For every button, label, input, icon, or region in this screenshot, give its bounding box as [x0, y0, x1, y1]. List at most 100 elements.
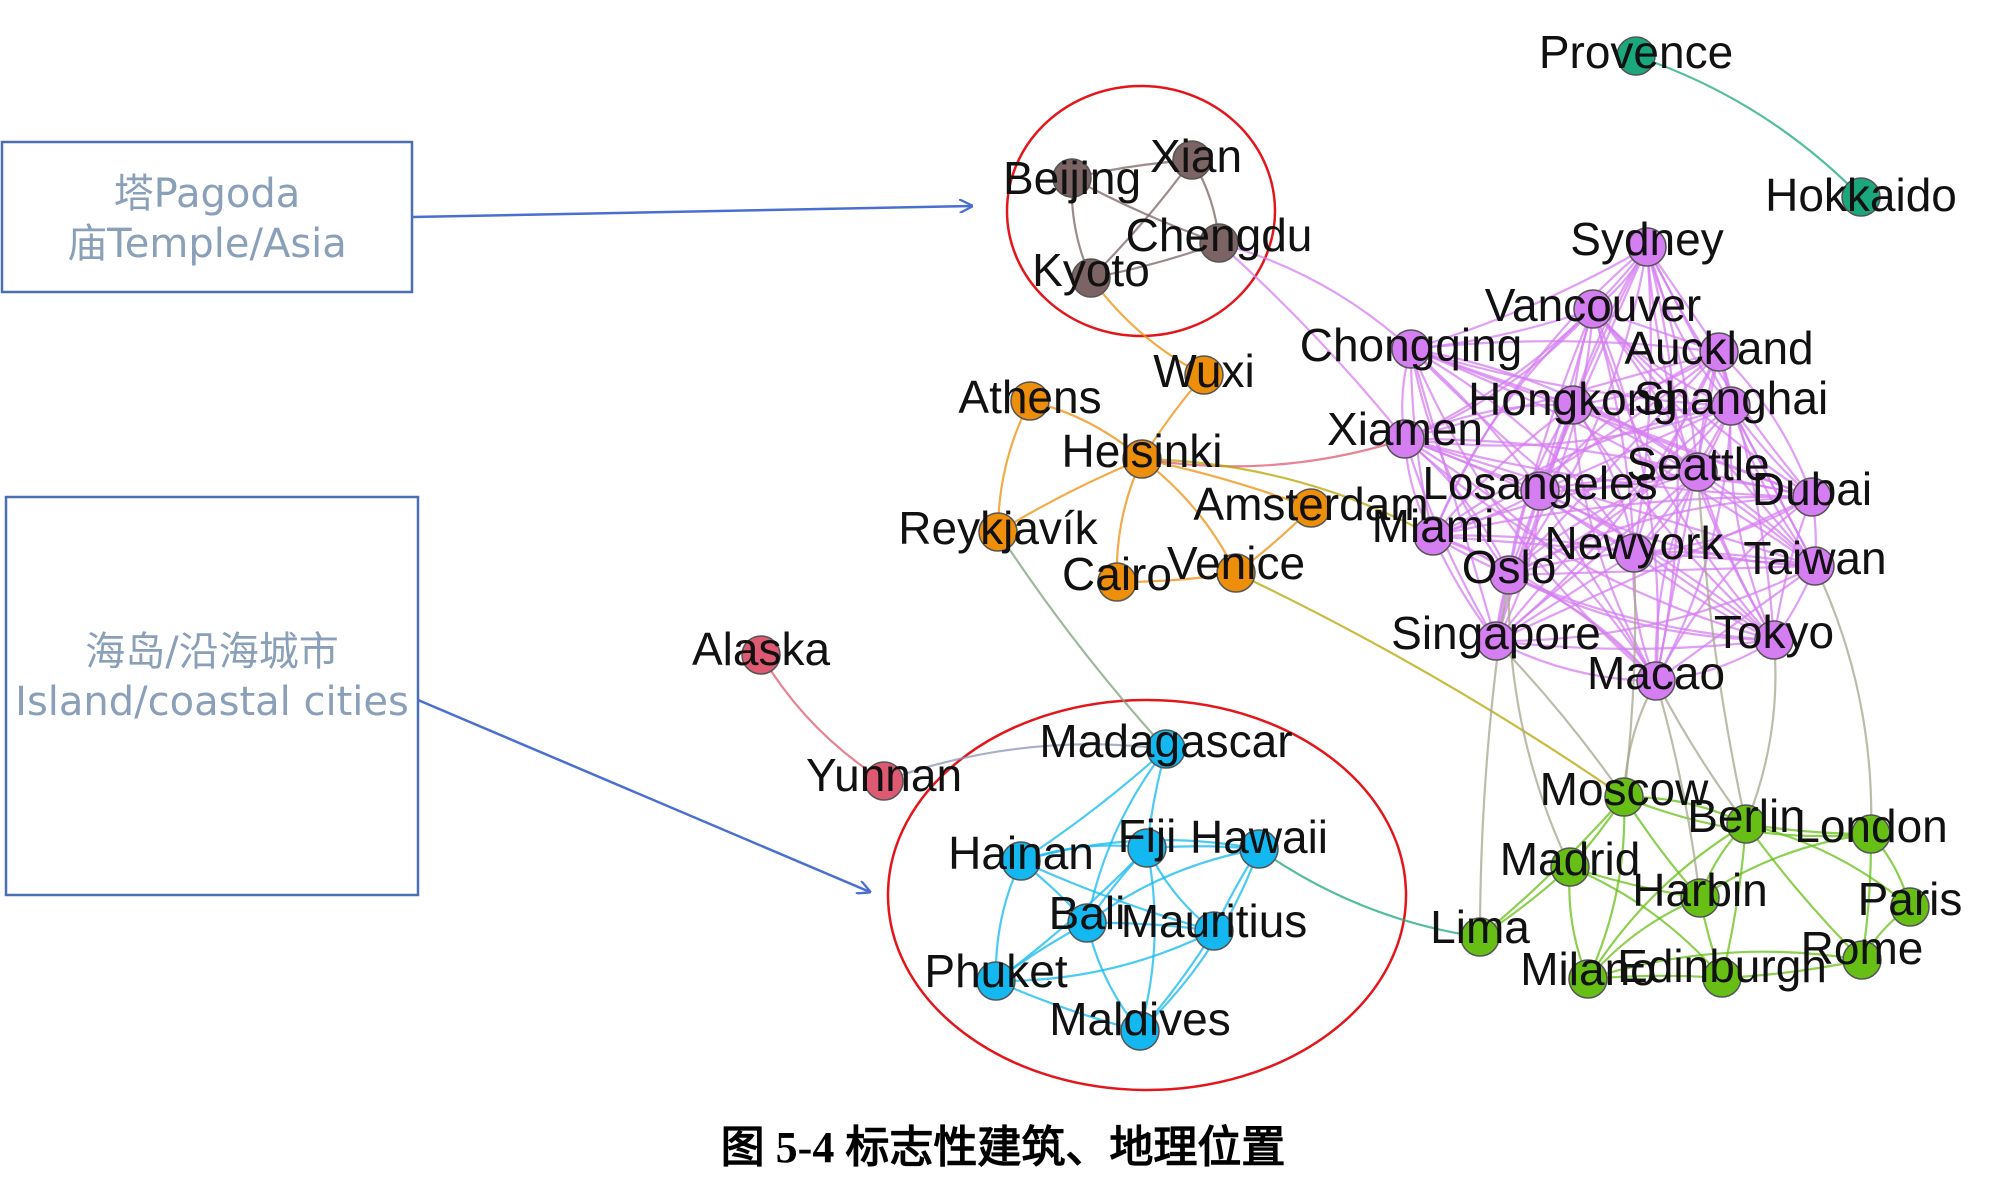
label-xian: Xian	[1150, 130, 1242, 182]
label-miami: Miami	[1372, 500, 1495, 552]
edge-shanghai-losangeles	[1539, 404, 1732, 493]
label-athens: Athens	[958, 371, 1101, 423]
edge-shanghai-xiamen	[1404, 404, 1732, 447]
label-berlin: Berlin	[1687, 790, 1805, 842]
node-venice	[1216, 553, 1256, 593]
edge-harbin-london	[1699, 832, 1872, 899]
label-maldives: Maldives	[1049, 993, 1231, 1045]
edge-macao-berlin	[1655, 680, 1747, 825]
node-mauritius	[1194, 911, 1234, 951]
node-vancouver	[1573, 289, 1613, 329]
node-beijing	[1052, 158, 1092, 198]
nodes	[741, 36, 1930, 1051]
edge-hongkong-singapore	[1494, 404, 1575, 642]
callout-island-box	[4, 495, 420, 897]
edge-provence-hokkaido	[1635, 54, 1862, 198]
callout-island-line2: Island/coastal cities	[15, 679, 409, 725]
node-xian	[1172, 140, 1212, 180]
label-seattle: Seattle	[1626, 438, 1769, 490]
edge-dubai-macao	[1655, 496, 1813, 682]
label-cairo: Cairo	[1062, 548, 1172, 600]
node-chongqing	[1391, 329, 1431, 369]
edge-auckland-miami	[1432, 351, 1720, 537]
node-madagascar	[1146, 729, 1186, 769]
edge-hongkong-xiamen	[1404, 403, 1574, 440]
node-sydney	[1627, 227, 1667, 267]
edge-chengdu-xiamen	[1218, 242, 1406, 440]
edge-auckland-macao	[1654, 351, 1721, 682]
edge-xiamen-tokyo	[1404, 438, 1775, 642]
edge-sydney-chongqing	[1410, 246, 1648, 351]
edge-sydney-oslo	[1508, 246, 1649, 576]
edge-miami-tokyo	[1432, 535, 1775, 642]
edge-chongqing-singapore	[1409, 348, 1498, 642]
label-auckland: Auckland	[1624, 322, 1813, 374]
edge-shanghai-taiwan	[1730, 405, 1816, 567]
edge-milano-rome	[1587, 950, 1863, 981]
edge-hawaii-bali	[1086, 847, 1260, 924]
edge-shanghai-singapore	[1495, 405, 1732, 642]
edge-berlin-milano	[1587, 823, 1747, 980]
node-edinburgh	[1702, 958, 1742, 998]
node-milano	[1568, 959, 1608, 999]
edge-mauritius-phuket	[995, 930, 1215, 983]
edge-berlin-rome	[1745, 823, 1863, 961]
label-hawaii: Hawaii	[1190, 811, 1328, 863]
edge-chongqing-macao	[1409, 348, 1657, 682]
label-sydney: Sydney	[1570, 213, 1723, 265]
edge-auckland-taiwan	[1717, 351, 1816, 567]
edge-miami-newyork	[1432, 534, 1635, 555]
label-helsinki: Helsinki	[1061, 425, 1222, 477]
edge-venice-moscow	[1235, 572, 1625, 798]
node-hawaii	[1239, 829, 1279, 869]
node-fiji	[1127, 828, 1167, 868]
node-miami	[1413, 516, 1453, 556]
label-madagascar: Madagascar	[1039, 715, 1292, 767]
edge-macao-harbin	[1654, 680, 1702, 899]
edge-vancouver-tokyo	[1591, 308, 1775, 641]
label-fiji: Fiji	[1118, 810, 1177, 862]
node-rome	[1842, 940, 1882, 980]
edge-helsinki-miami	[1141, 457, 1434, 537]
label-paris: Paris	[1858, 873, 1963, 925]
edge-shanghai-miami	[1432, 404, 1732, 537]
edge-chengdu-chongqing	[1218, 241, 1412, 350]
ellipse-islands	[886, 698, 1408, 1092]
callout-pagoda-box	[0, 140, 414, 294]
label-vancouver: Vancouver	[1485, 279, 1702, 331]
node-taiwan	[1795, 546, 1835, 586]
node-kyoto	[1071, 258, 1111, 298]
edge-xiamen-seattle	[1404, 437, 1699, 474]
label-kyoto: Kyoto	[1032, 244, 1150, 296]
edge-dubai-oslo	[1508, 495, 1813, 576]
label-newyork: Newyork	[1545, 517, 1725, 569]
purple-cluster-mesh	[1401, 246, 1817, 683]
node-lima	[1460, 917, 1500, 957]
node-yunnan	[864, 761, 904, 801]
node-seattle	[1678, 452, 1718, 492]
label-hokkaido: Hokkaido	[1765, 169, 1957, 221]
edge-losangeles-dubai	[1539, 476, 1813, 499]
edge-yunnan-madagascar	[883, 743, 1167, 783]
node-labels: Provence Hokkaido Beijing Xian ChengduKyotoW…	[692, 26, 1962, 1045]
label-wuxi: Wuxi	[1153, 345, 1254, 397]
node-helsinki	[1122, 439, 1162, 479]
edge-sydney-seattle	[1645, 246, 1700, 473]
node-berlin	[1726, 804, 1766, 844]
edge-dubai-miami	[1432, 495, 1813, 538]
edge-xiamen-taiwan	[1404, 437, 1816, 568]
edge-seattle-macao	[1654, 471, 1699, 682]
node-provence	[1616, 36, 1656, 76]
node-macao	[1636, 661, 1676, 701]
node-singapore	[1476, 621, 1516, 661]
label-mauritius: Mauritius	[1121, 895, 1308, 947]
edge-auckland-losangeles	[1539, 350, 1720, 492]
node-harbin	[1680, 878, 1720, 918]
node-alaska	[741, 635, 781, 675]
node-hainan	[1001, 841, 1041, 881]
label-edinburgh: Edinburgh	[1617, 940, 1827, 992]
node-shanghai	[1711, 386, 1751, 426]
node-oslo	[1489, 555, 1529, 595]
label-madrid: Madrid	[1500, 833, 1641, 885]
